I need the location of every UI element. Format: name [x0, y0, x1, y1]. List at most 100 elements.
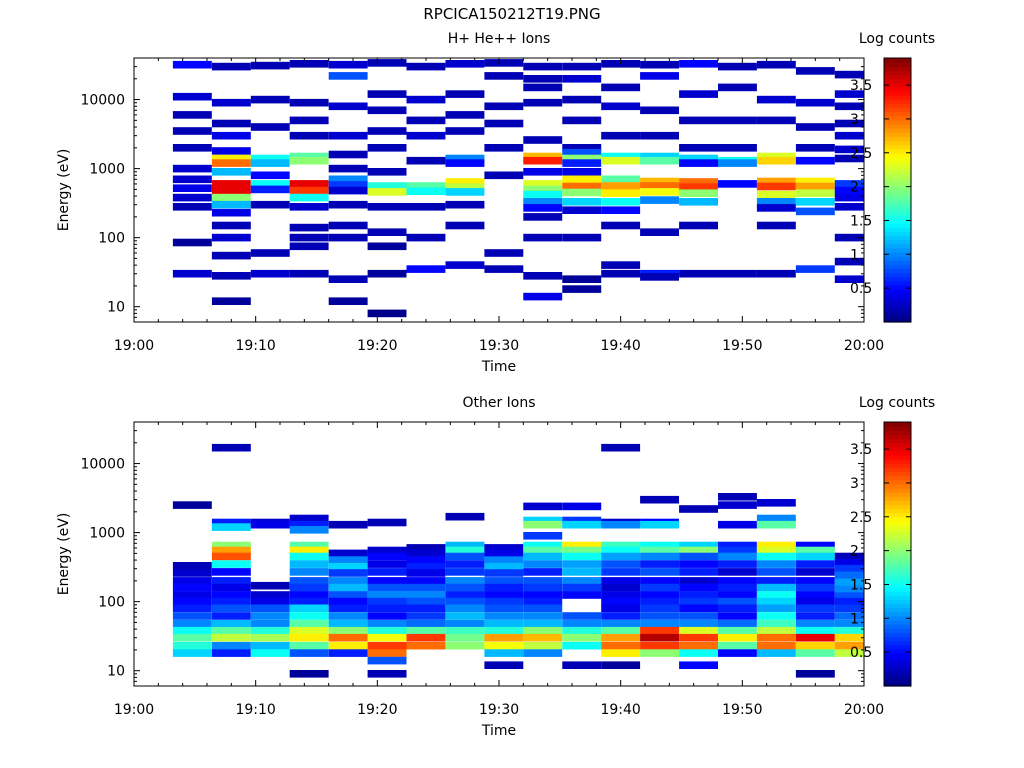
- heatmap-cell: [484, 612, 524, 620]
- colorbar-step: [884, 657, 911, 662]
- heatmap-cell: [640, 577, 679, 585]
- colorbar-step: [884, 140, 911, 146]
- heatmap-cell: [756, 190, 796, 199]
- heatmap-cell: [718, 612, 757, 620]
- heatmap-cell: [328, 102, 368, 111]
- heatmap-cell: [406, 544, 446, 552]
- heatmap-cell: [172, 626, 212, 635]
- y-tick-label: 1000: [89, 526, 125, 542]
- heatmap-cell: [445, 183, 485, 191]
- heatmap-cell: [367, 560, 407, 568]
- heatmap-cell: [328, 641, 368, 650]
- heatmap-cell: [367, 518, 407, 527]
- heatmap-cell: [211, 619, 251, 628]
- colorbar-step: [884, 525, 911, 530]
- colorbar-step: [884, 455, 911, 460]
- heatmap-cell: [795, 144, 835, 152]
- heatmap-cell: [601, 443, 641, 452]
- heatmap-cell: [756, 597, 796, 606]
- heatmap-cell: [795, 265, 835, 273]
- heatmap-cell: [562, 182, 602, 191]
- y-tick-label: 100: [98, 231, 125, 247]
- heatmap-cell: [795, 604, 835, 613]
- colorbar-step: [884, 181, 911, 187]
- colorbar-tick-label: 1.5: [850, 213, 872, 229]
- heatmap-cell: [523, 168, 563, 176]
- x-tick-label: 19:30: [479, 338, 519, 354]
- heatmap-cell: [211, 154, 251, 163]
- heatmap-cell: [211, 208, 251, 217]
- x-tick-label: 19:10: [235, 702, 275, 718]
- colorbar-tick-label: 3.5: [850, 78, 872, 94]
- heatmap-cell: [211, 604, 251, 613]
- heatmap-cell: [172, 649, 212, 657]
- heatmap-cell: [523, 633, 563, 642]
- heatmap-cell: [367, 641, 407, 650]
- heatmap-cell: [445, 552, 485, 561]
- heatmap-cell: [562, 612, 602, 620]
- heatmap-cell: [289, 612, 329, 620]
- heatmap-cell: [562, 546, 602, 555]
- heatmap-cell: [445, 178, 485, 186]
- heatmap-cell: [679, 641, 718, 650]
- heatmap-cell: [484, 144, 524, 152]
- heatmap-cell: [445, 541, 485, 550]
- heatmap-cell: [328, 556, 368, 564]
- heatmap-cell: [601, 552, 641, 561]
- heatmap-cell: [601, 568, 641, 576]
- heatmap-cell: [484, 633, 524, 642]
- heatmap-cell: [523, 516, 563, 525]
- heatmap-cell: [484, 649, 524, 657]
- heatmap-cell: [523, 641, 563, 650]
- heatmap-cell: [795, 591, 835, 599]
- heatmap-cell: [640, 568, 679, 576]
- heatmap-cell: [523, 520, 563, 529]
- heatmap-cell: [795, 156, 835, 165]
- heatmap-cell: [756, 60, 796, 69]
- heatmap-cell: [601, 83, 641, 92]
- heatmap-cell: [562, 520, 602, 529]
- heatmap-cell: [484, 171, 524, 180]
- heatmap-cell: [328, 569, 368, 577]
- heatmap-cell: [328, 233, 368, 242]
- heatmap-cell: [756, 583, 796, 592]
- y-tick-label: 10: [107, 300, 125, 316]
- colorbar-tick-label: 2: [850, 180, 859, 196]
- heatmap-cell: [289, 186, 329, 195]
- heatmap-cell: [640, 541, 679, 550]
- heatmap-cell: [834, 70, 864, 79]
- heatmap-cell: [445, 633, 485, 642]
- heatmap-cell: [562, 577, 602, 585]
- heatmap-cell: [679, 597, 718, 606]
- heatmap-cell: [523, 597, 563, 606]
- colorbar-step: [884, 607, 911, 613]
- heatmap-cell: [211, 577, 251, 585]
- colorbar: 0.5 1 1.5 2 2.5 3 3.5 Log counts: [850, 31, 935, 323]
- heatmap-cell: [523, 591, 563, 599]
- heatmap-cell: [523, 233, 563, 242]
- colorbar-step: [884, 165, 911, 170]
- heatmap-cell: [367, 577, 407, 585]
- heatmap-cell: [211, 200, 251, 209]
- heatmap-cell: [834, 154, 864, 163]
- heatmap-cell: [328, 549, 368, 558]
- heatmap-cell: [679, 577, 718, 585]
- colorbar-step: [884, 136, 911, 142]
- x-tick-label: 19:00: [114, 338, 154, 354]
- heatmap-cell: [795, 649, 835, 657]
- heatmap-cell: [406, 604, 446, 613]
- heatmap-cell: [756, 641, 796, 650]
- colorbar-step: [884, 280, 911, 286]
- panel-title: H+ He++ Ions: [448, 31, 551, 47]
- heatmap-cell: [367, 168, 407, 176]
- heatmap-cell: [562, 175, 602, 184]
- heatmap-cell: [562, 95, 602, 104]
- colorbar-step: [884, 198, 911, 203]
- heatmap-cell: [367, 591, 407, 599]
- colorbar-tick-label: 2: [850, 544, 859, 560]
- heatmap-cell: [562, 154, 602, 163]
- heatmap-cell: [601, 520, 641, 529]
- colorbar-step: [884, 161, 911, 166]
- heatmap-cell: [211, 251, 251, 260]
- heatmap-cell: [289, 649, 329, 657]
